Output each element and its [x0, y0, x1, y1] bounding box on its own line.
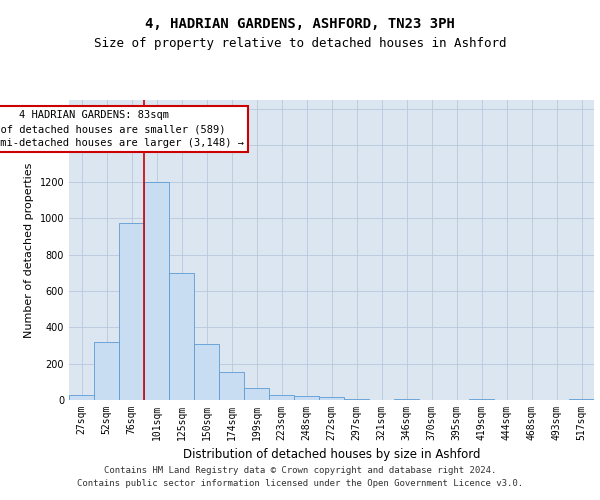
Bar [569, 399, 594, 400]
Bar [244, 388, 269, 400]
Bar [319, 398, 344, 400]
Text: Contains HM Land Registry data © Crown copyright and database right 2024.
Contai: Contains HM Land Registry data © Crown c… [77, 466, 523, 487]
Bar [219, 372, 244, 400]
Bar [344, 399, 369, 400]
X-axis label: Distribution of detached houses by size in Ashford: Distribution of detached houses by size … [183, 448, 480, 462]
Bar [194, 344, 219, 400]
Bar [394, 399, 419, 400]
Bar [294, 396, 319, 400]
Bar [119, 222, 144, 400]
Text: Size of property relative to detached houses in Ashford: Size of property relative to detached ho… [94, 38, 506, 51]
Bar [94, 342, 119, 400]
Bar [69, 394, 94, 400]
Bar [144, 182, 169, 400]
Text: 4 HADRIAN GARDENS: 83sqm
← 16% of detached houses are smaller (589)
83% of semi-: 4 HADRIAN GARDENS: 83sqm ← 16% of detach… [0, 110, 244, 148]
Text: 4, HADRIAN GARDENS, ASHFORD, TN23 3PH: 4, HADRIAN GARDENS, ASHFORD, TN23 3PH [145, 18, 455, 32]
Bar [269, 394, 294, 400]
Bar [169, 272, 194, 400]
Bar [469, 399, 494, 400]
Y-axis label: Number of detached properties: Number of detached properties [24, 162, 34, 338]
